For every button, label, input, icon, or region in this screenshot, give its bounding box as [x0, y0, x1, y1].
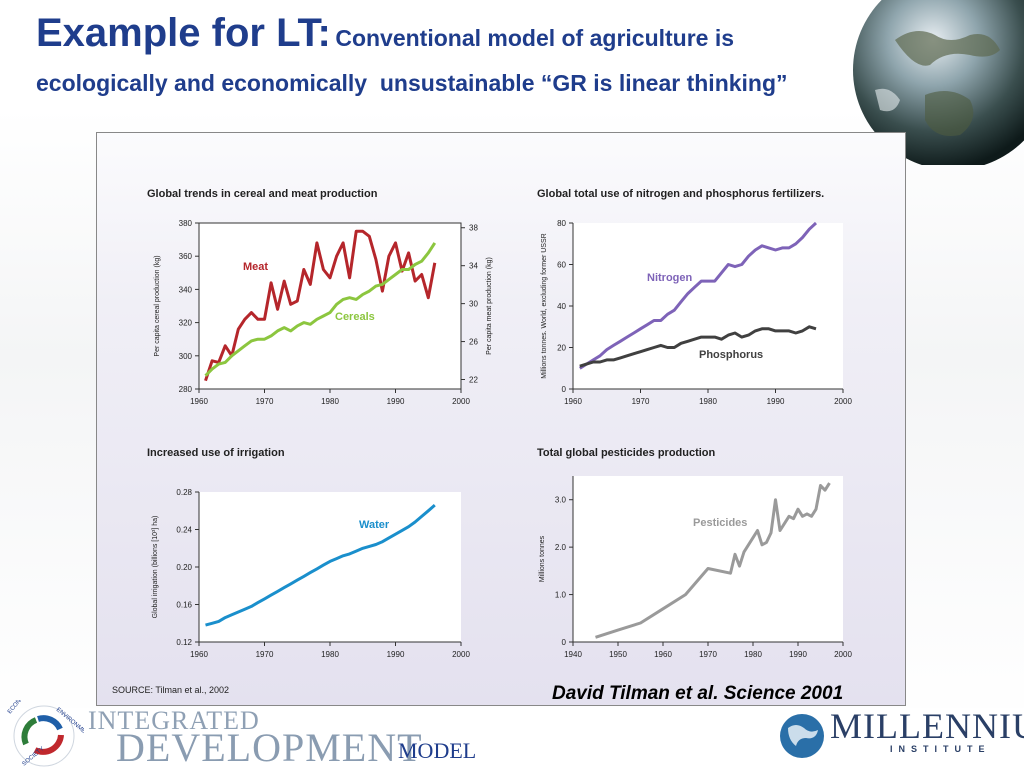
chart-1-x-tick-label: 1990	[387, 397, 405, 406]
citation-credit: David Tilman et al. Science 2001	[552, 683, 844, 704]
chart-3-x-tick-label: 2000	[452, 650, 470, 659]
chart-2-y-tick-label: 0	[562, 385, 567, 394]
chart-4-x-tick-label: 1980	[744, 650, 762, 659]
ring-word-economy: ECONOMY	[7, 700, 32, 715]
chart-3-y-label: Global irrigation (billions [10³] ha)	[152, 516, 159, 619]
chart-2-x-tick-label: 1990	[767, 397, 785, 406]
chart-1-y2-tick-label: 30	[469, 300, 478, 309]
globe-image	[835, 0, 1024, 165]
chart-1-y-tick-label: 320	[179, 319, 193, 328]
series-label-meat: Meat	[243, 261, 268, 273]
source-note: SOURCE: Tilman et al., 2002	[112, 685, 229, 695]
slide-title: Example for LT: Conventional model of ag…	[36, 10, 936, 56]
chart-1-x-tick-label: 1960	[190, 397, 208, 406]
footer-bar	[0, 708, 1024, 768]
chart-2-y-tick-label: 20	[557, 344, 566, 353]
idm-logo-line3: MODEL	[398, 738, 477, 763]
title-main: Example for LT:	[36, 11, 331, 55]
chart-1-y2-tick-label: 38	[469, 224, 478, 233]
chart-2-y-tick-label: 80	[557, 219, 566, 228]
idm-logo-line1: INTEGRATED	[88, 706, 260, 735]
chart-2-title: Global total use of nitrogen and phospho…	[537, 188, 824, 200]
series-line-phosphorus	[579, 325, 817, 368]
chart-3-title: Increased use of irrigation	[147, 447, 285, 459]
chart-3-y-tick-label: 0.16	[176, 601, 192, 610]
chart-2-y-tick-label: 60	[557, 261, 566, 270]
chart-1-y-tick-label: 360	[179, 252, 193, 261]
chart-2-x-tick-label: 2000	[834, 397, 852, 406]
chart-1-y2-label: Per capita meat production (kg)	[486, 257, 493, 355]
series-line-water	[205, 503, 436, 627]
chart-3-y-tick-label: 0.24	[176, 526, 192, 535]
idm-logo-line2: DEVELOPMENT	[116, 725, 423, 770]
chart-4-y-label: Millions tonnes	[539, 535, 546, 582]
series-line-nitrogen	[579, 221, 818, 370]
series-line-meat	[204, 229, 437, 382]
idm-ring-logo: ECONOMY ENVIRONMENT SOCIETY	[4, 688, 93, 768]
millennium-logo-line2: INSTITUTE	[890, 744, 991, 754]
charts-svg: Global trends in cereal and meat product…	[112, 188, 852, 695]
series-label-cereals: Cereals	[335, 311, 375, 323]
millennium-globe-icon	[776, 710, 828, 762]
chart-1-x-tick-label: 1970	[256, 397, 274, 406]
chart-2-x-tick-label: 1960	[564, 397, 582, 406]
title-rest: Conventional model of agriculture is	[335, 25, 735, 51]
chart-4-x-tick-label: 1990	[789, 650, 807, 659]
chart-4-x-tick-label: 2000	[834, 650, 852, 659]
chart-2-x-tick-label: 1970	[632, 397, 650, 406]
chart-1-y-label: Per capita cereal production (kg)	[154, 255, 161, 356]
chart-1-y-tick-label: 300	[179, 352, 193, 361]
millennium-logo-line1: MILLENNIUM	[830, 706, 1024, 746]
chart-1-y-tick-label: 280	[179, 385, 193, 394]
series-label-water: Water	[359, 519, 390, 531]
chart-4-title: Total global pesticides production	[537, 447, 716, 459]
chart-4-x-tick-label: 1960	[654, 650, 672, 659]
chart-4-y-tick-label: 0	[562, 638, 567, 647]
chart-4-y-tick-label: 1.0	[555, 591, 567, 600]
chart-4-y-tick-label: 2.0	[555, 543, 567, 552]
series-line-cereals	[204, 242, 437, 377]
figure-panel: Global trends in cereal and meat product…	[96, 132, 906, 706]
chart-4-x-tick-label: 1950	[609, 650, 627, 659]
slide-subtitle: ecologically and economically unsustaina…	[36, 70, 788, 96]
chart-3-x-tick-label: 1960	[190, 650, 208, 659]
chart-3-y-tick-label: 0.28	[176, 488, 192, 497]
chart-4-x-tick-label: 1940	[564, 650, 582, 659]
chart-1-y2-tick-label: 34	[469, 262, 478, 271]
series-line-pesticides	[595, 482, 831, 639]
chart-2-y-tick-label: 40	[557, 302, 566, 311]
chart-1-y2-tick-label: 26	[469, 338, 478, 347]
chart-3-x-tick-label: 1990	[387, 650, 405, 659]
chart-3-y-tick-label: 0.20	[176, 563, 192, 572]
chart-2-x-tick-label: 1980	[699, 397, 717, 406]
series-label-nitrogen: Nitrogen	[647, 272, 693, 284]
chart-4-y-tick-label: 3.0	[555, 496, 567, 505]
chart-3-plot-area	[199, 492, 461, 642]
chart-1-y-tick-label: 380	[179, 219, 193, 228]
chart-1-x-tick-label: 2000	[452, 397, 470, 406]
chart-3-y-tick-label: 0.12	[176, 638, 192, 647]
chart-1-title: Global trends in cereal and meat product…	[147, 188, 378, 200]
chart-4-x-tick-label: 1970	[699, 650, 717, 659]
chart-3-x-tick-label: 1970	[256, 650, 274, 659]
chart-4-plot-area	[573, 476, 843, 642]
chart-1-y-tick-label: 340	[179, 285, 193, 294]
series-label-phosphorus: Phosphorus	[699, 349, 763, 361]
chart-1-y2-tick-label: 22	[469, 376, 478, 385]
chart-1-x-tick-label: 1980	[321, 397, 339, 406]
chart-2-plot-area	[573, 223, 843, 389]
chart-2-y-label: Millions tonnes. World, excluding former…	[541, 233, 548, 378]
chart-3-x-tick-label: 1980	[321, 650, 339, 659]
chart-1-plot-area	[199, 223, 461, 389]
series-label-pesticides: Pesticides	[693, 517, 747, 529]
